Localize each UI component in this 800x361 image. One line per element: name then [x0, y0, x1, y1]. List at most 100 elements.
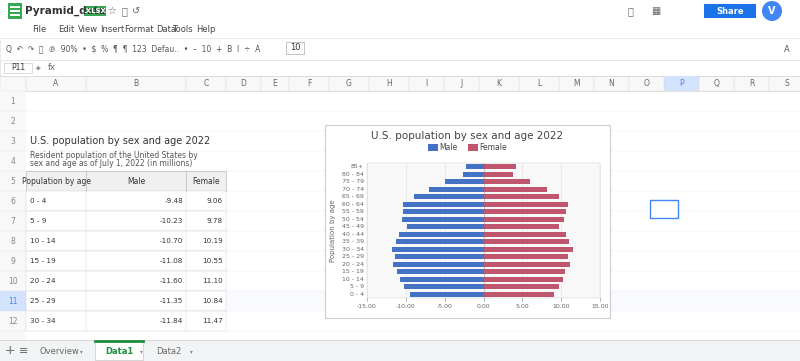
Bar	[483, 187, 546, 192]
Text: -15.00: -15.00	[357, 304, 377, 309]
Text: 11.10: 11.10	[202, 278, 223, 284]
Text: Data: Data	[156, 26, 176, 35]
Bar	[95, 341, 143, 360]
Bar	[0, 38, 800, 60]
Bar	[394, 262, 483, 266]
Text: Female: Female	[192, 177, 220, 186]
Text: 0.00: 0.00	[477, 304, 490, 309]
Text: U.S. population by sex and age 2022: U.S. population by sex and age 2022	[371, 131, 563, 141]
Text: 15 - 19: 15 - 19	[30, 258, 56, 264]
Bar	[26, 271, 226, 291]
Text: F: F	[307, 79, 311, 88]
Text: N: N	[609, 79, 614, 88]
Bar	[84, 6, 106, 16]
Text: 11: 11	[8, 296, 18, 305]
Text: Female: Female	[479, 143, 507, 152]
Text: Help: Help	[196, 26, 215, 35]
Bar	[483, 247, 573, 252]
Bar	[399, 232, 483, 236]
Bar	[0, 60, 800, 76]
Bar	[26, 191, 226, 211]
Bar	[0, 76, 800, 91]
Bar	[483, 277, 562, 282]
Text: -5.00: -5.00	[437, 304, 453, 309]
Bar	[404, 284, 483, 289]
Bar	[402, 217, 483, 222]
Bar	[483, 202, 567, 206]
Text: M: M	[573, 79, 580, 88]
Bar	[483, 292, 554, 296]
Bar	[403, 209, 483, 214]
Text: L: L	[537, 79, 541, 88]
Bar	[0, 22, 800, 38]
Text: Tools: Tools	[172, 26, 193, 35]
Text: -10.00: -10.00	[396, 304, 416, 309]
Text: ↺: ↺	[132, 6, 140, 16]
Text: -11.84: -11.84	[160, 318, 183, 324]
Text: 11.47: 11.47	[202, 318, 223, 324]
Circle shape	[762, 1, 782, 21]
Bar	[483, 195, 559, 199]
Text: 4: 4	[10, 157, 15, 165]
Bar	[395, 255, 483, 259]
Bar	[463, 172, 483, 177]
Bar	[396, 239, 483, 244]
Text: ▾: ▾	[80, 349, 82, 355]
Bar	[446, 179, 483, 184]
Text: -11.35: -11.35	[160, 298, 183, 304]
Bar	[466, 165, 483, 169]
Text: ▦: ▦	[651, 6, 661, 16]
Text: sex and age as of July 1, 2022 (in millions): sex and age as of July 1, 2022 (in milli…	[30, 160, 192, 169]
Text: S: S	[784, 79, 789, 88]
Text: 0 - 4: 0 - 4	[30, 198, 46, 204]
Bar	[483, 225, 559, 229]
Bar	[26, 231, 226, 251]
Text: ≡: ≡	[19, 346, 29, 356]
Text: ⏰: ⏰	[627, 6, 633, 16]
Text: B: B	[134, 79, 138, 88]
Text: 70 - 74: 70 - 74	[342, 187, 364, 192]
Bar	[26, 251, 226, 271]
Text: Population by age: Population by age	[22, 177, 90, 186]
Text: 10.55: 10.55	[202, 258, 223, 264]
Text: 55 - 59: 55 - 59	[342, 209, 364, 214]
Bar	[220, 343, 780, 355]
Text: 9: 9	[10, 257, 15, 265]
Text: 10.19: 10.19	[202, 238, 223, 244]
Text: 8: 8	[10, 236, 15, 245]
Text: V: V	[768, 6, 776, 16]
Text: Share: Share	[716, 6, 744, 16]
Text: 9.06: 9.06	[207, 198, 223, 204]
Text: ⧉: ⧉	[121, 6, 127, 16]
Text: 12: 12	[8, 317, 18, 326]
Bar	[0, 91, 800, 340]
Text: Format: Format	[124, 26, 154, 35]
Text: Q: Q	[714, 79, 719, 88]
Text: 25 - 29: 25 - 29	[30, 298, 56, 304]
Text: 10 - 14: 10 - 14	[30, 238, 56, 244]
Bar	[10, 6, 20, 8]
Bar	[8, 3, 22, 19]
Bar	[26, 171, 226, 191]
Text: J: J	[460, 79, 462, 88]
Bar	[427, 144, 438, 151]
Bar	[483, 172, 514, 177]
Text: 0 - 4: 0 - 4	[350, 292, 364, 297]
Text: 1: 1	[10, 96, 15, 105]
Text: -11.08: -11.08	[160, 258, 183, 264]
Bar	[400, 277, 483, 282]
Text: 2: 2	[10, 117, 15, 126]
Text: R: R	[749, 79, 754, 88]
Text: 65 - 69: 65 - 69	[342, 194, 364, 199]
Bar	[483, 269, 566, 274]
Bar	[467, 144, 478, 151]
Text: 7: 7	[10, 217, 15, 226]
Bar	[10, 10, 20, 12]
Text: Pyramid_data: Pyramid_data	[25, 6, 106, 16]
Text: Male: Male	[127, 177, 145, 186]
Bar	[483, 209, 566, 214]
Text: +: +	[5, 344, 15, 357]
Bar	[410, 292, 483, 296]
Text: 3: 3	[10, 136, 15, 145]
Text: I: I	[426, 79, 428, 88]
